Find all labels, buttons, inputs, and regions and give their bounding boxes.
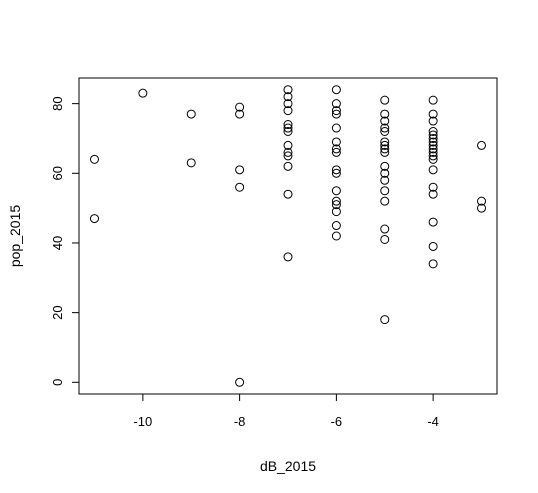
data-point [235,377,245,387]
y-tick-label: 80 [50,96,65,110]
data-point [428,140,438,150]
data-point [283,147,293,157]
data-point [331,99,341,109]
data-point [428,147,438,157]
data-point [283,99,293,109]
data-point [283,252,293,262]
data-point [380,109,390,119]
data-point [380,315,390,325]
y-tick-label: 40 [50,236,65,250]
data-point [89,154,99,164]
data-point [428,109,438,119]
data-point [283,123,293,133]
x-tick-label: -6 [331,414,343,429]
y-tick-label: 20 [50,305,65,319]
data-point [283,85,293,95]
data-point [331,106,341,116]
y-axis-title: pop_2015 [7,205,23,268]
data-point [428,133,438,143]
data-point [380,186,390,196]
data-point [428,217,438,227]
data-point [283,127,293,137]
y-tick-label: 60 [50,166,65,180]
x-tick-label: -8 [234,414,246,429]
data-point [428,144,438,154]
data-point [428,130,438,140]
data-point [380,116,390,126]
data-point [331,221,341,231]
data-point [235,109,245,119]
data-point [380,196,390,206]
data-point [331,147,341,157]
data-point [428,116,438,126]
data-point [331,200,341,210]
data-point [283,140,293,150]
x-tick-label: -4 [427,414,439,429]
data-point [380,147,390,157]
data-point [186,109,196,119]
data-point [331,85,341,95]
data-point [380,140,390,150]
x-tick-label: -10 [133,414,152,429]
data-point [428,127,438,137]
data-point [477,140,487,150]
y-tick-label: 0 [50,379,65,386]
data-point [380,123,390,133]
data-point [428,189,438,199]
data-point [331,109,341,119]
data-point [428,259,438,269]
data-point [283,120,293,130]
x-axis: -10 -8 -6 -4 [133,394,439,429]
data-point [235,182,245,192]
data-point [331,231,341,241]
data-point [331,144,341,154]
data-point [428,165,438,175]
data-point [331,186,341,196]
data-point [331,196,341,206]
data-point [235,165,245,175]
x-axis-title: dB_2015 [260,458,316,474]
data-point [331,207,341,217]
data-point [138,88,148,98]
data-point [380,161,390,171]
data-point [428,95,438,105]
data-point [283,106,293,116]
data-point [331,165,341,175]
data-point [380,137,390,147]
y-axis: 0 20 40 60 80 [50,96,79,386]
data-point [477,203,487,213]
data-point [235,102,245,112]
data-point [428,241,438,251]
data-point [428,151,438,161]
data-point [331,137,341,147]
data-point [380,168,390,178]
data-point [380,127,390,137]
data-point [428,154,438,164]
data-point [428,182,438,192]
data-point [283,161,293,171]
data-point [283,189,293,199]
data-point [186,158,196,168]
data-point [283,151,293,161]
data-point [331,123,341,133]
data-point [283,92,293,102]
data-point [380,95,390,105]
data-point [331,168,341,178]
data-point [477,196,487,206]
plot-box [78,77,498,395]
data-point [380,234,390,244]
data-point [428,137,438,147]
data-point [380,224,390,234]
data-point [380,144,390,154]
data-point [89,214,99,224]
data-points [89,85,487,387]
data-point [380,175,390,185]
